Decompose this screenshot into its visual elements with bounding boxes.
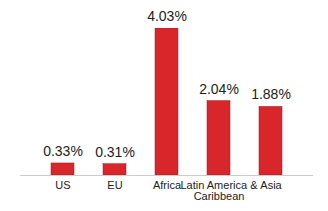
svg-text:4.03%: 4.03% (147, 8, 187, 24)
svg-text:0.31%: 0.31% (95, 144, 135, 160)
svg-text:0.33%: 0.33% (43, 143, 83, 159)
svg-text:Latin America &Caribbean: Latin America &Caribbean (180, 179, 258, 202)
svg-text:1.88%: 1.88% (251, 86, 291, 102)
svg-text:Africa: Africa (153, 179, 182, 191)
svg-text:EU: EU (107, 179, 122, 191)
svg-text:US: US (55, 179, 70, 191)
svg-text:2.04%: 2.04% (199, 81, 239, 97)
svg-text:Asia: Asia (260, 179, 282, 191)
